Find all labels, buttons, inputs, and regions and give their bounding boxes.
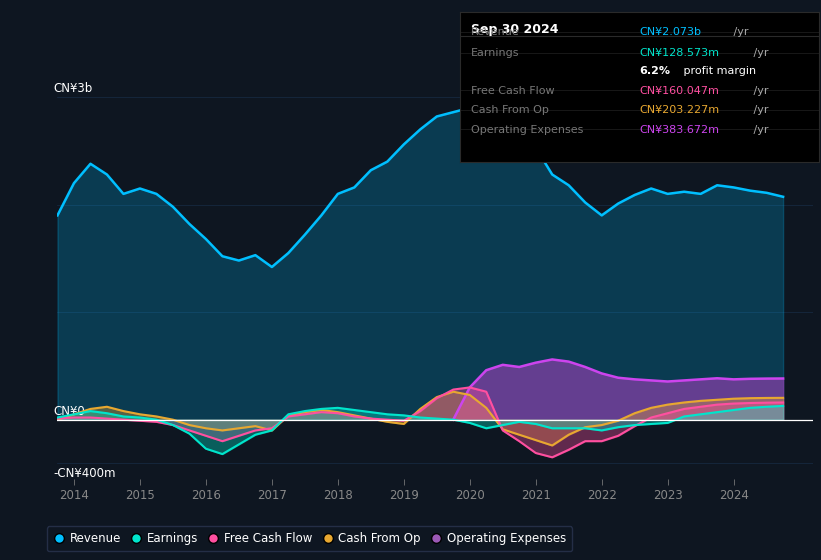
Text: 6.2%: 6.2% — [640, 66, 671, 76]
Text: Sep 30 2024: Sep 30 2024 — [470, 23, 558, 36]
Text: CN¥160.047m: CN¥160.047m — [640, 86, 719, 96]
Text: Operating Expenses: Operating Expenses — [470, 125, 583, 134]
Text: -CN¥400m: -CN¥400m — [53, 466, 117, 480]
Text: /yr: /yr — [750, 48, 768, 58]
Text: CN¥128.573m: CN¥128.573m — [640, 48, 719, 58]
Text: CN¥3b: CN¥3b — [53, 82, 93, 95]
Text: profit margin: profit margin — [680, 66, 756, 76]
Text: CN¥0: CN¥0 — [53, 405, 85, 418]
Text: /yr: /yr — [750, 125, 768, 134]
Text: /yr: /yr — [750, 86, 768, 96]
Legend: Revenue, Earnings, Free Cash Flow, Cash From Op, Operating Expenses: Revenue, Earnings, Free Cash Flow, Cash … — [47, 526, 572, 551]
Text: CN¥383.672m: CN¥383.672m — [640, 125, 719, 134]
Text: /yr: /yr — [730, 27, 749, 37]
Text: CN¥203.227m: CN¥203.227m — [640, 105, 720, 115]
Text: Cash From Op: Cash From Op — [470, 105, 548, 115]
Text: Revenue: Revenue — [470, 27, 520, 37]
Text: Earnings: Earnings — [470, 48, 519, 58]
Text: /yr: /yr — [750, 105, 768, 115]
Text: CN¥2.073b: CN¥2.073b — [640, 27, 702, 37]
Text: Free Cash Flow: Free Cash Flow — [470, 86, 554, 96]
